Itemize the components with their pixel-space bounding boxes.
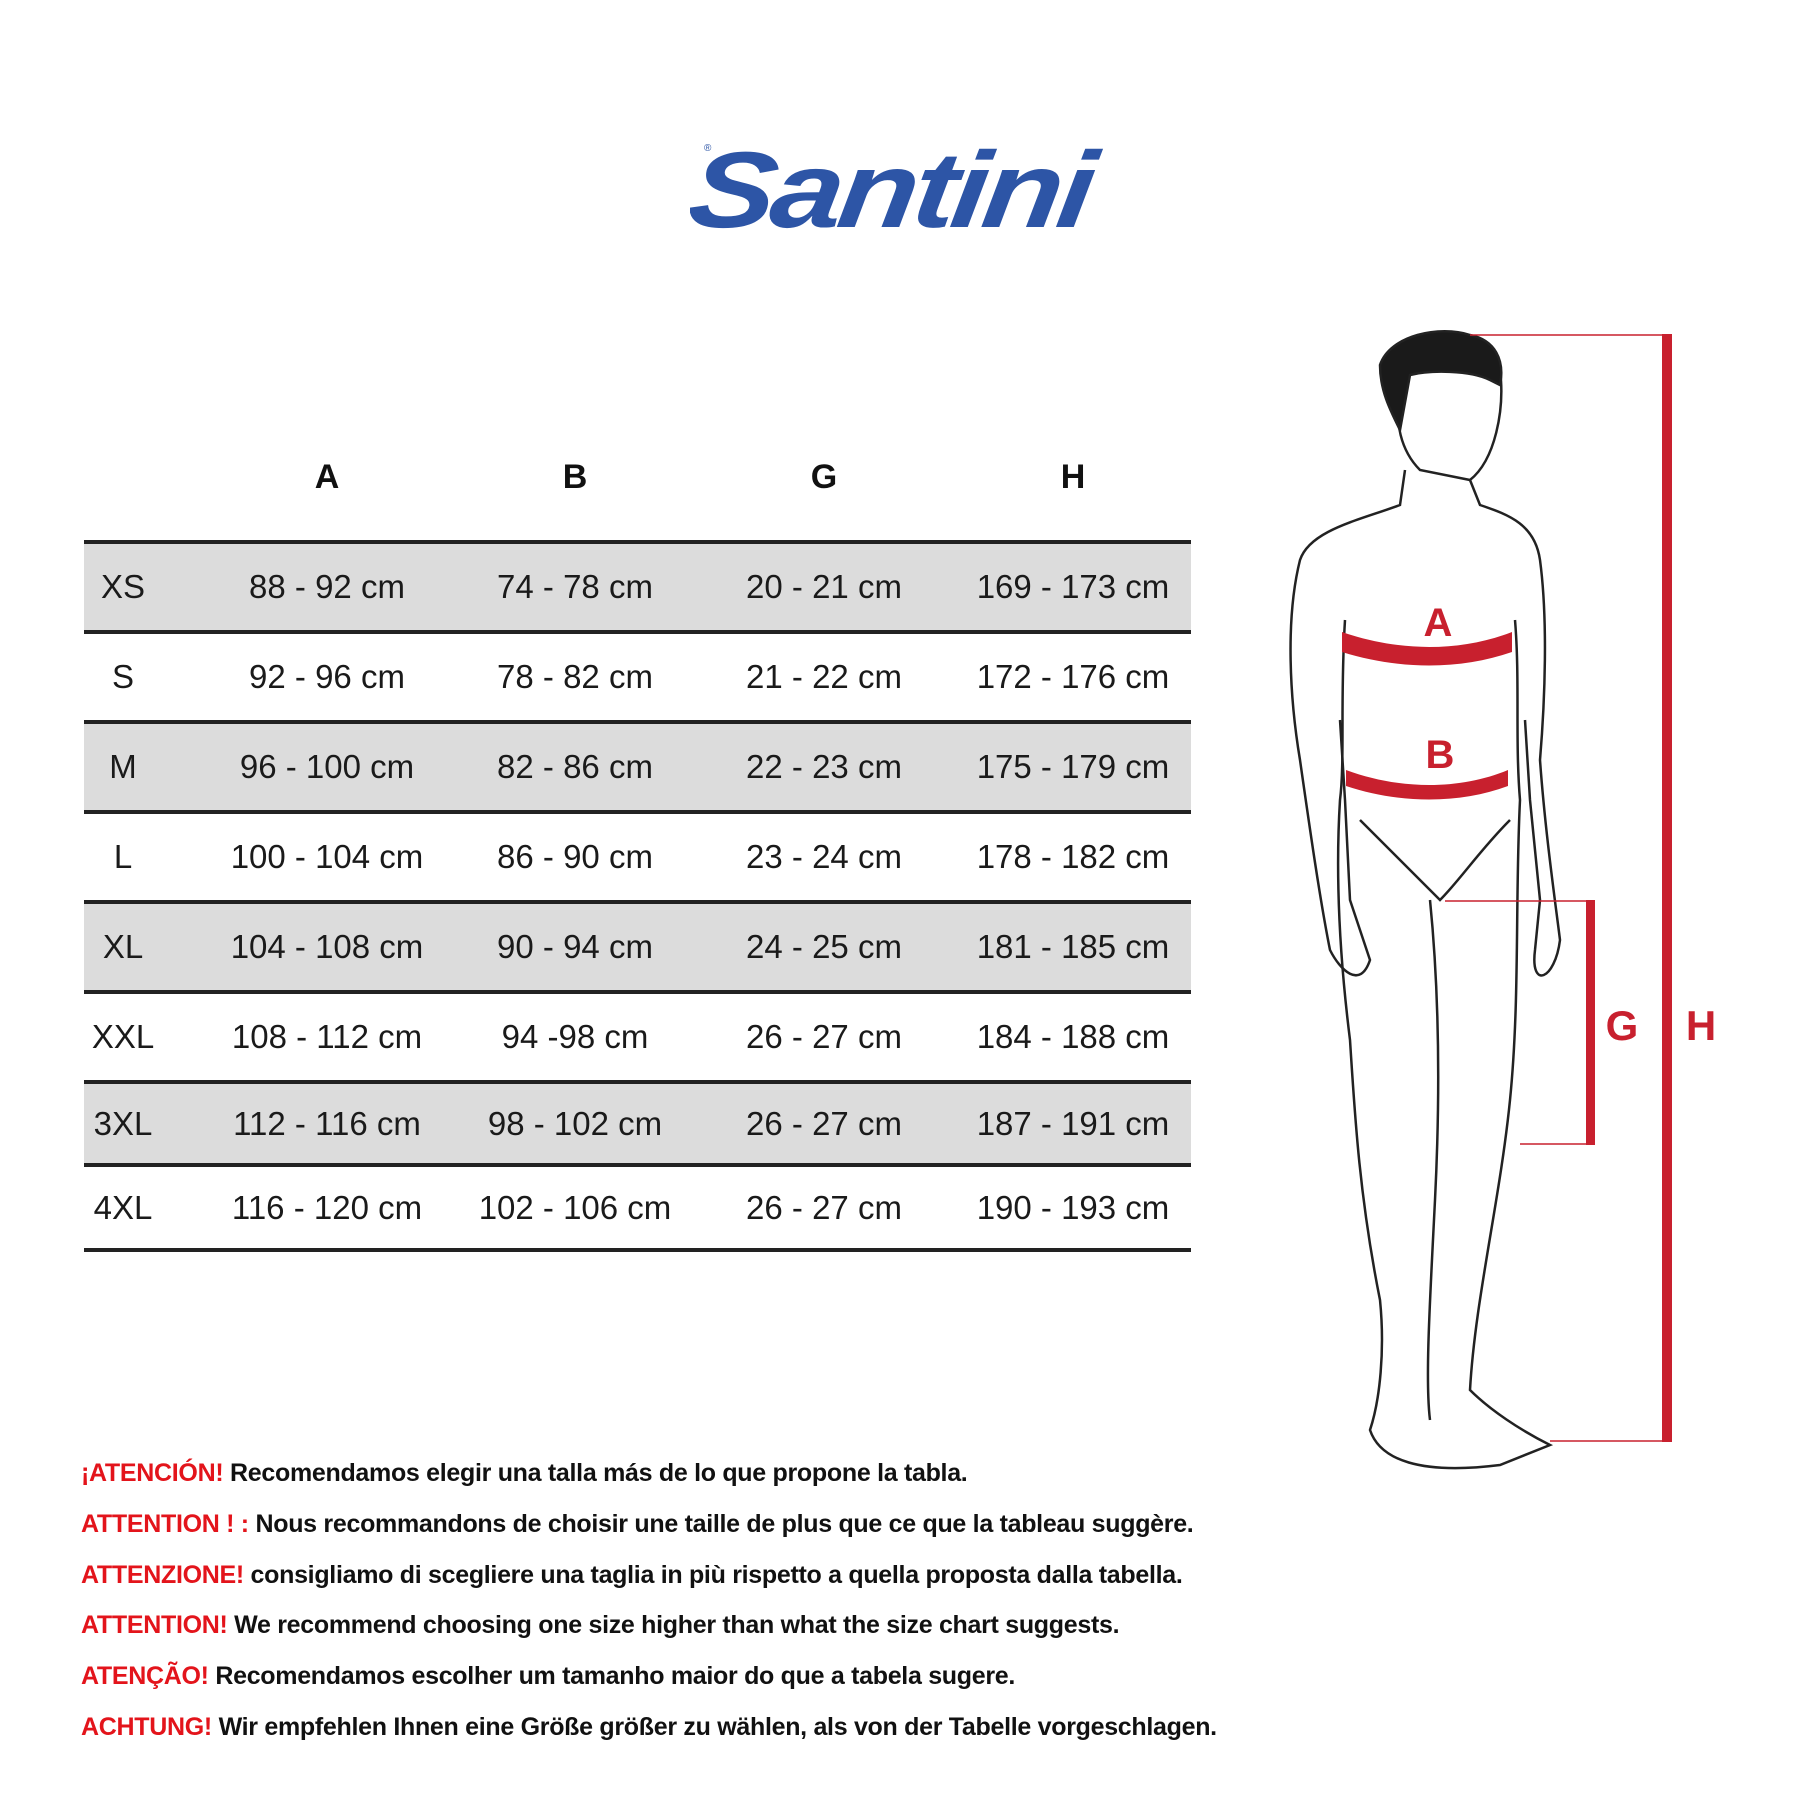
size-notes: ¡ATENCIÓN! Recomendamos elegir una talla… [81, 1455, 1217, 1760]
note-text: Recomendamos elegir una talla más de lo … [223, 1459, 968, 1487]
measurement-cell-g: 21 - 22 cm [746, 658, 902, 695]
measurement-cell-h: 178 - 182 cm [976, 838, 1170, 875]
note-text: Wir empfehlen Ihnen eine Größe größer zu… [211, 1712, 1218, 1741]
table-row: XL 104 - 108 cm 90 - 94 cm 24 - 25 cm 181 - … [84, 900, 1191, 990]
column-header-h: H [1060, 458, 1086, 496]
label-h: H [1686, 1002, 1716, 1049]
body-measurement-figure: A B G H [1289, 330, 1716, 1470]
note-text: Recomendamos escolher um tamanho maior d… [208, 1662, 1016, 1691]
label-a: A [1424, 601, 1453, 645]
measure-g-bracket: G [1445, 900, 1638, 1145]
measurement-cell-h: 169 - 173 cm [976, 568, 1170, 605]
note-text: We recommend choosing one size higher th… [227, 1611, 1120, 1640]
label-b: B [1426, 733, 1455, 777]
measurement-cell-h: 181 - 185 cm [976, 928, 1170, 965]
table-row: XS 88 - 92 cm 74 - 78 cm 20 - 21 cm 169 - 17… [84, 540, 1191, 630]
measurement-cell-a: 96 - 100 cm [239, 748, 415, 785]
measurement-cell-b: 102 - 106 cm [478, 1188, 672, 1226]
measurement-cell-a: 100 - 104 cm [230, 838, 424, 875]
measurement-cell-g: 26 - 27 cm [746, 1188, 902, 1226]
measurement-cell-g: 24 - 25 cm [746, 928, 902, 965]
measure-a-band: A [1342, 601, 1512, 666]
measurement-cell-b: 78 - 82 cm [497, 658, 653, 695]
measure-h-bracket: H [1470, 334, 1716, 1442]
table-row: XXL 108 - 112 cm 94 -98 cm 26 - 27 cm 184 - … [84, 990, 1191, 1080]
table-row: S 92 - 96 cm 78 - 82 cm 21 - 22 cm 172 - 176… [84, 630, 1191, 720]
measurement-cell-a: 88 - 92 cm [249, 568, 405, 605]
measurement-cell-a: 108 - 112 cm [231, 1018, 423, 1055]
table-row: L 100 - 104 cm 86 - 90 cm 23 - 24 cm 178 - 1… [84, 810, 1191, 900]
measurement-cell-h: 172 - 176 cm [976, 658, 1170, 695]
measurement-cell-b: 86 - 90 cm [497, 838, 653, 875]
measure-b-band: B [1346, 733, 1508, 800]
measurement-cell-g: 22 - 23 cm [746, 748, 902, 785]
size-label: 3XL [93, 1104, 153, 1142]
warning-label: ATTENTION ! : [81, 1509, 249, 1538]
measurement-cell-b: 74 - 78 cm [497, 568, 653, 605]
size-label: XXL [91, 1018, 155, 1055]
measurement-cell-g: 20 - 21 cm [746, 568, 902, 605]
note-text: Nous recommandons de choisir une taille … [248, 1509, 1194, 1538]
column-header-b: B [562, 458, 588, 496]
table-row: 4XL 116 - 120 cm 102 - 106 cm 26 - 27 cm 190… [84, 1163, 1191, 1252]
measurement-cell-b: 82 - 86 cm [497, 748, 653, 785]
svg-text:Santini: Santini [690, 135, 1106, 240]
warning-label: ¡ATENCIÓN! [81, 1459, 224, 1487]
note-line: ATENÇÃO! Recomendamos escolher um tamanh… [81, 1658, 1217, 1709]
measurement-cell-b: 98 - 102 cm [487, 1104, 663, 1142]
size-label: M [109, 748, 137, 785]
measurement-cell-a: 92 - 96 cm [249, 658, 405, 695]
measurement-cell-a: 112 - 116 cm [233, 1104, 421, 1142]
size-table: XS 88 - 92 cm 74 - 78 cm 20 - 21 cm 169 - 17… [84, 540, 1191, 1252]
note-line: ATTENZIONE! consigliamo di scegliere una… [81, 1557, 1217, 1608]
note-line: ACHTUNG! Wir empfehlen Ihnen eine Größe … [81, 1709, 1217, 1760]
size-label: XS [100, 568, 146, 605]
measurement-cell-a: 104 - 108 cm [230, 928, 424, 965]
measurement-cell-h: 190 - 193 cm [976, 1188, 1170, 1226]
measurement-cell-h: 187 - 191 cm [976, 1104, 1170, 1142]
label-g: G [1606, 1002, 1639, 1049]
note-text: consigliamo di scegliere una taglia in p… [243, 1560, 1183, 1589]
note-line: ATTENTION ! : Nous recommandons de chois… [81, 1506, 1217, 1557]
size-label: S [111, 658, 134, 695]
measurement-cell-a: 116 - 120 cm [231, 1188, 423, 1226]
measurement-cell-h: 175 - 179 cm [976, 748, 1170, 785]
note-line: ATTENTION! We recommend choosing one siz… [81, 1607, 1217, 1658]
column-header-a: A [314, 458, 340, 496]
svg-text:®: ® [704, 143, 712, 154]
measurement-cell-g: 26 - 27 cm [746, 1018, 902, 1055]
table-row: M 96 - 100 cm 82 - 86 cm 22 - 23 cm 175 - 17… [84, 720, 1191, 810]
warning-label: ATTENTION! [81, 1611, 228, 1640]
measurement-cell-g: 23 - 24 cm [746, 838, 902, 875]
size-label: 4XL [93, 1188, 153, 1226]
note-line: ¡ATENCIÓN! Recomendamos elegir una talla… [81, 1455, 1217, 1506]
measurement-cell-b: 94 -98 cm [501, 1018, 649, 1055]
size-label: L [113, 838, 133, 875]
measurement-cell-g: 26 - 27 cm [746, 1104, 902, 1142]
warning-label: ACHTUNG! [81, 1712, 212, 1741]
table-row: 3XL 112 - 116 cm 98 - 102 cm 26 - 27 cm 187 … [84, 1080, 1191, 1163]
measurement-cell-b: 90 - 94 cm [497, 928, 653, 965]
warning-label: ATENÇÃO! [81, 1662, 209, 1691]
measurement-cell-h: 184 - 188 cm [976, 1018, 1170, 1055]
warning-label: ATTENZIONE! [81, 1560, 244, 1589]
size-label: XL [102, 928, 144, 965]
column-header-g: G [810, 458, 838, 496]
human-outline [1289, 330, 1562, 1470]
santini-logo: Santini ® [690, 135, 1106, 240]
